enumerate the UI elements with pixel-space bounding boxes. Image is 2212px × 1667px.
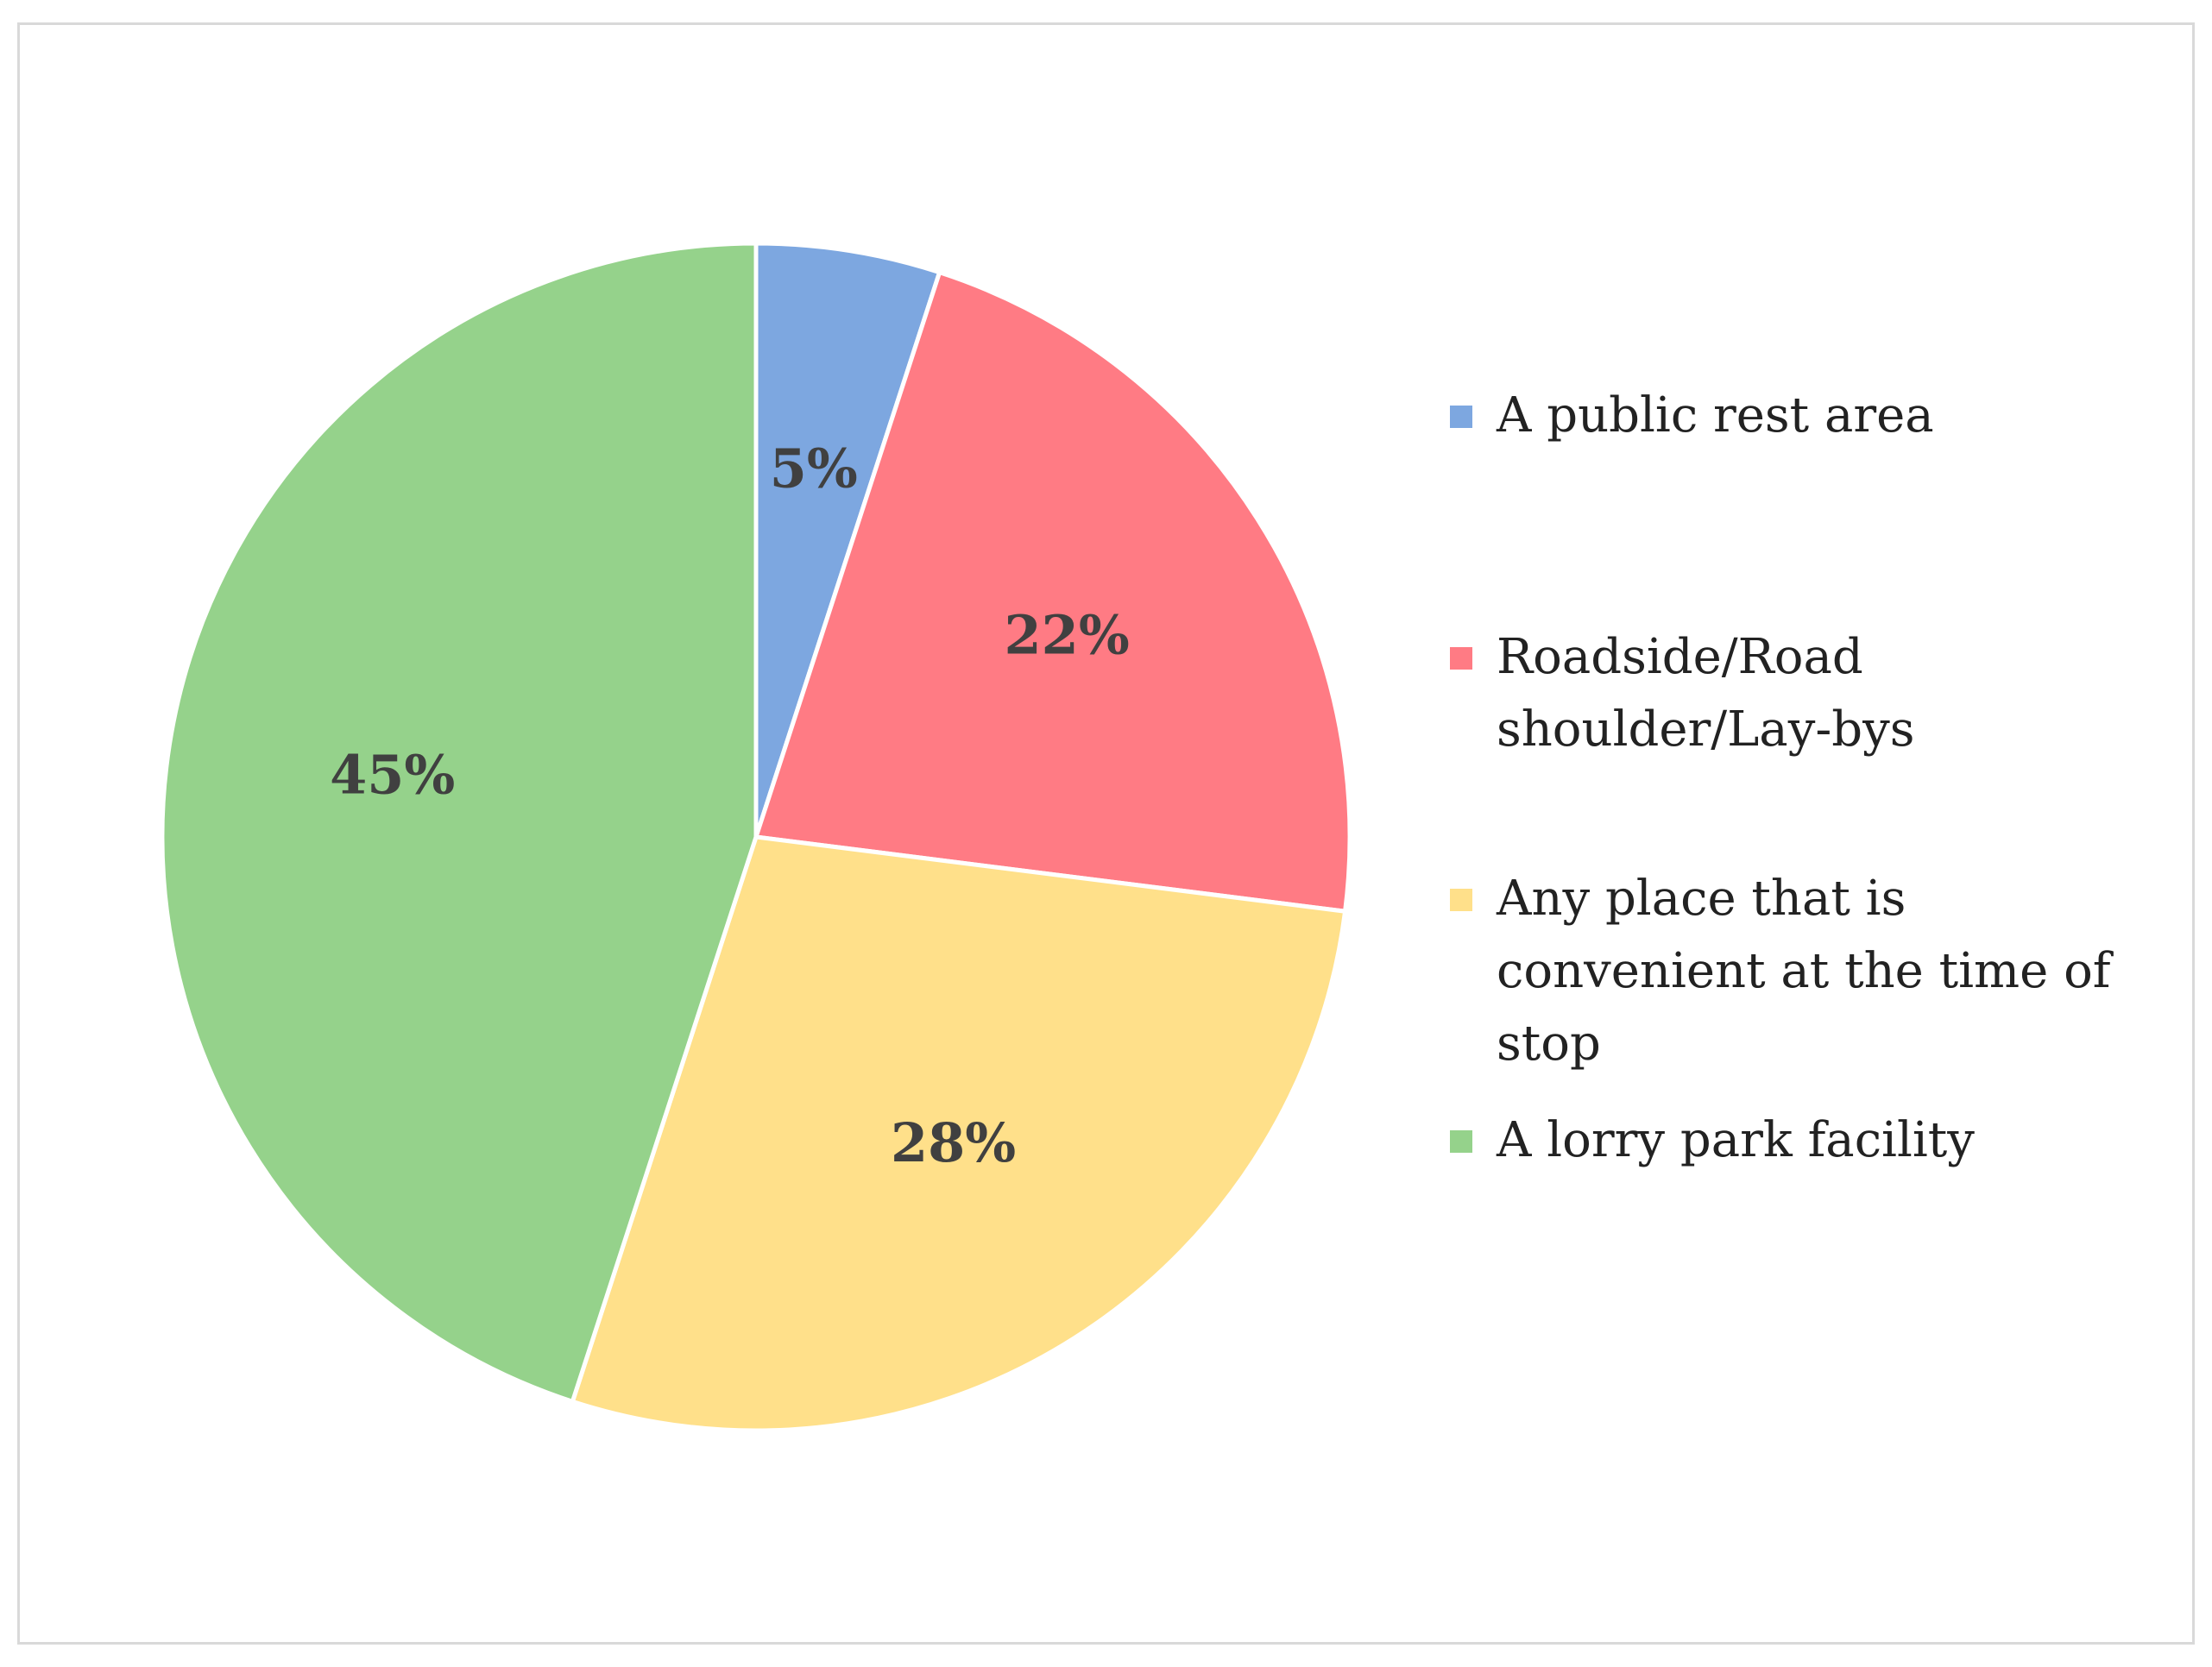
slice-label-public-rest-area: 5% [770, 437, 858, 500]
pie-slice-public-rest-area [753, 241, 942, 838]
pie-slices [160, 241, 1352, 1433]
slice-label-convenient-place: 28% [891, 1111, 1016, 1174]
legend-swatch-roadside [1450, 647, 1472, 670]
slice-label-lorry-park: 45% [330, 743, 455, 806]
legend-label-roadside: Roadside/Road shoulder/Lay-bys [1497, 629, 1915, 758]
pie-slice-lorry-park [160, 241, 759, 1405]
pie-slice-convenient-place [570, 834, 1348, 1433]
legend-label-public-rest-area: A public rest area [1497, 387, 1934, 443]
slice-label-roadside: 22% [1005, 603, 1130, 666]
pie-labels: 5% 22% 28% 45% [330, 437, 1130, 1174]
legend-item-public-rest-area: A public rest area [1450, 380, 2118, 452]
legend-label-convenient-place: Any place that is convenient at the time… [1497, 871, 2111, 1072]
legend-item-lorry-park: A lorry park facility [1450, 1104, 2118, 1177]
legend-swatch-public-rest-area [1450, 406, 1472, 428]
legend-item-convenient-place: Any place that is convenient at the time… [1450, 863, 2118, 1080]
pie-slice-roadside [753, 269, 1352, 915]
legend-item-roadside: Roadside/Road shoulder/Lay-bys [1450, 621, 1980, 766]
legend-label-lorry-park: A lorry park facility [1497, 1112, 1975, 1168]
legend-swatch-lorry-park [1450, 1130, 1472, 1153]
legend-swatch-convenient-place [1450, 889, 1472, 911]
